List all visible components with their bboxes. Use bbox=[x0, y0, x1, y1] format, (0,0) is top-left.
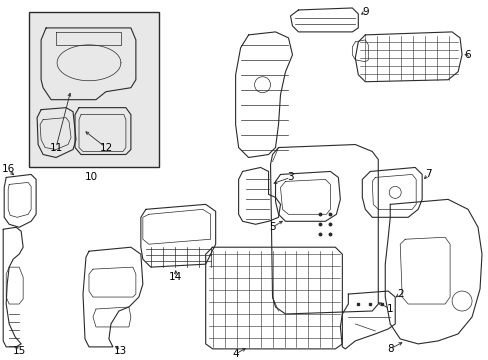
Text: 10: 10 bbox=[84, 172, 97, 183]
Text: 11: 11 bbox=[49, 143, 62, 153]
Text: 3: 3 bbox=[286, 172, 293, 183]
Text: 2: 2 bbox=[396, 289, 403, 299]
Text: 9: 9 bbox=[361, 7, 368, 17]
Text: 15: 15 bbox=[13, 346, 26, 356]
Text: 16: 16 bbox=[1, 165, 15, 175]
Text: 13: 13 bbox=[114, 346, 127, 356]
Text: 12: 12 bbox=[99, 143, 112, 153]
Text: 1: 1 bbox=[386, 304, 393, 314]
Text: 8: 8 bbox=[386, 344, 393, 354]
Text: 7: 7 bbox=[424, 170, 430, 179]
Bar bbox=[29, 12, 159, 167]
Text: 6: 6 bbox=[464, 50, 470, 60]
Text: 14: 14 bbox=[169, 272, 182, 282]
Text: 4: 4 bbox=[232, 349, 239, 359]
Text: 5: 5 bbox=[269, 222, 275, 232]
